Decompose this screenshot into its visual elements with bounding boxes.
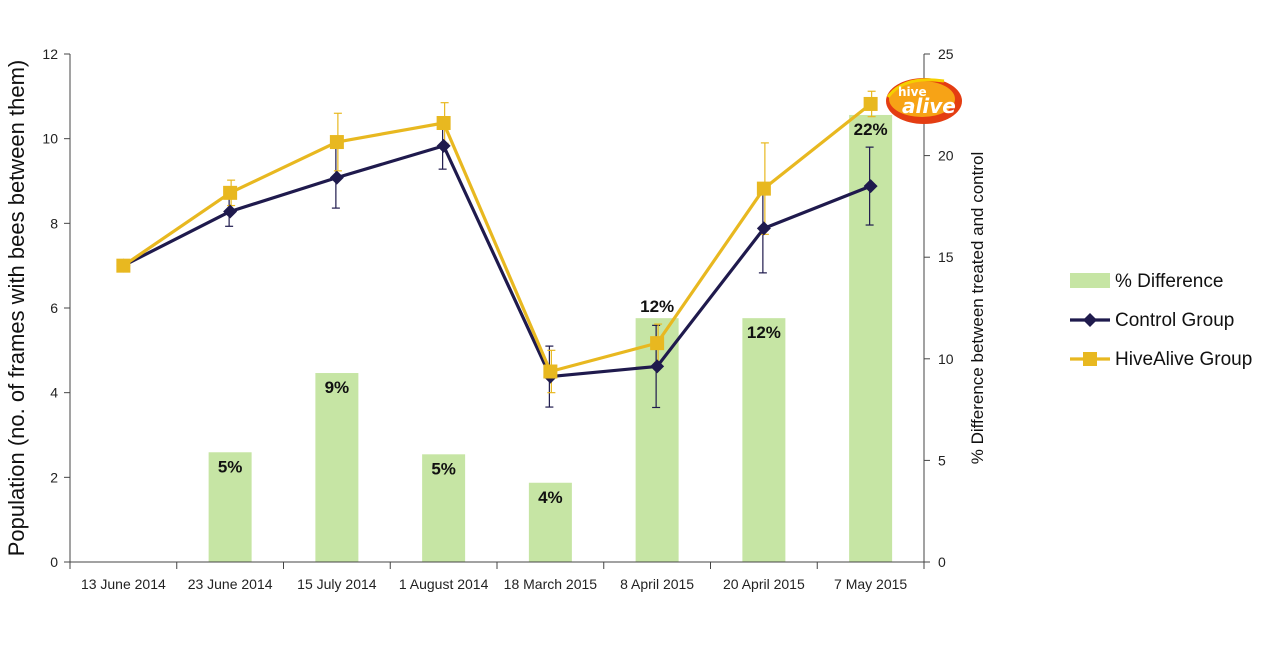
logo-text-hive: hive bbox=[898, 85, 927, 99]
point-control-group-6 bbox=[650, 359, 665, 374]
bar-label-7: 12% bbox=[747, 323, 781, 342]
axes-layer: 0 2 4 6 8 10 12 0 5 10 15 20 25 13 June 2014 23 June 2… bbox=[42, 46, 953, 592]
lines-layer bbox=[116, 96, 878, 384]
y-tick-label: 4 bbox=[50, 385, 58, 401]
bar-5 bbox=[528, 482, 572, 562]
bar-label-8: 22% bbox=[854, 120, 888, 139]
x-tick-label: 23 June 2014 bbox=[188, 576, 273, 592]
legend: % Difference Control Group HiveAlive Group bbox=[1070, 271, 1252, 370]
line-control-group bbox=[122, 144, 872, 379]
point-hivealive-group-7 bbox=[756, 181, 771, 196]
logo-inner-fill bbox=[889, 81, 955, 117]
x-tick-label: 20 April 2015 bbox=[723, 576, 805, 592]
x-tick-label: 18 March 2015 bbox=[504, 576, 598, 592]
y-tick-label: 12 bbox=[42, 46, 58, 62]
y-axis-title: Population (no. of frames with bees betw… bbox=[4, 60, 29, 557]
bar-label-6: 12% bbox=[640, 297, 674, 316]
y2-tick-label: 25 bbox=[938, 46, 954, 62]
point-hivealive-group-3 bbox=[329, 135, 344, 150]
bar-label-2: 5% bbox=[218, 457, 243, 476]
x-tick-label: 7 May 2015 bbox=[834, 576, 907, 592]
point-hivealive-group-1 bbox=[116, 258, 131, 273]
line-hivealive-group bbox=[122, 102, 872, 374]
x-tick-label: 1 August 2014 bbox=[399, 576, 489, 592]
point-control-group-3 bbox=[329, 170, 344, 185]
y2-axis-title: % Difference between treated and control bbox=[968, 152, 987, 465]
bar-6 bbox=[635, 318, 679, 562]
legend-marker-control-group bbox=[1083, 313, 1097, 327]
bar-label-5: 4% bbox=[538, 488, 563, 507]
y2-tick-label: 20 bbox=[938, 148, 954, 164]
hivealive-logo: hive alive bbox=[886, 78, 962, 124]
bar-3 bbox=[315, 373, 359, 562]
point-control-group-2 bbox=[223, 204, 238, 219]
point-control-group-7 bbox=[756, 221, 771, 236]
point-hivealive-group-6 bbox=[650, 336, 665, 351]
bar-labels-layer: 5% 9% 5% 4% 12% 12% 22% bbox=[218, 120, 888, 507]
x-tick-label: 13 June 2014 bbox=[81, 576, 166, 592]
legend-label-control-group: Control Group bbox=[1115, 310, 1234, 331]
y2-tick-label: 15 bbox=[938, 249, 954, 265]
y2-tick-label: 0 bbox=[938, 554, 946, 570]
bar-label-4: 5% bbox=[431, 459, 456, 478]
point-hivealive-group-4 bbox=[436, 116, 451, 131]
legend-label-difference: % Difference bbox=[1115, 271, 1223, 292]
y-tick-label: 6 bbox=[50, 300, 58, 316]
y-tick-label: 2 bbox=[50, 469, 58, 485]
point-control-group-4 bbox=[436, 138, 451, 153]
bar-7 bbox=[742, 318, 786, 562]
logo-swoosh bbox=[886, 78, 945, 98]
x-tick-label: 8 April 2015 bbox=[620, 576, 694, 592]
legend-label-hivealive-group: HiveAlive Group bbox=[1115, 349, 1252, 370]
y2-tick-label: 10 bbox=[938, 351, 954, 367]
logo-text-alive: alive bbox=[902, 94, 956, 118]
y-tick-label: 0 bbox=[50, 554, 58, 570]
bar-4 bbox=[422, 454, 466, 562]
point-hivealive-group-5 bbox=[543, 364, 558, 379]
bars-layer bbox=[208, 114, 893, 563]
point-hivealive-group-2 bbox=[223, 185, 238, 200]
x-tick-label: 15 July 2014 bbox=[297, 576, 377, 592]
y-tick-label: 8 bbox=[50, 215, 58, 231]
y2-tick-label: 5 bbox=[938, 452, 946, 468]
point-hivealive-group-8 bbox=[863, 96, 878, 111]
bar-label-3: 9% bbox=[325, 378, 350, 397]
bar-2 bbox=[208, 452, 252, 562]
point-control-group-8 bbox=[863, 179, 878, 194]
legend-swatch-difference bbox=[1070, 273, 1110, 288]
y-tick-label: 10 bbox=[42, 131, 58, 147]
legend-marker-hivealive-group bbox=[1083, 352, 1097, 366]
